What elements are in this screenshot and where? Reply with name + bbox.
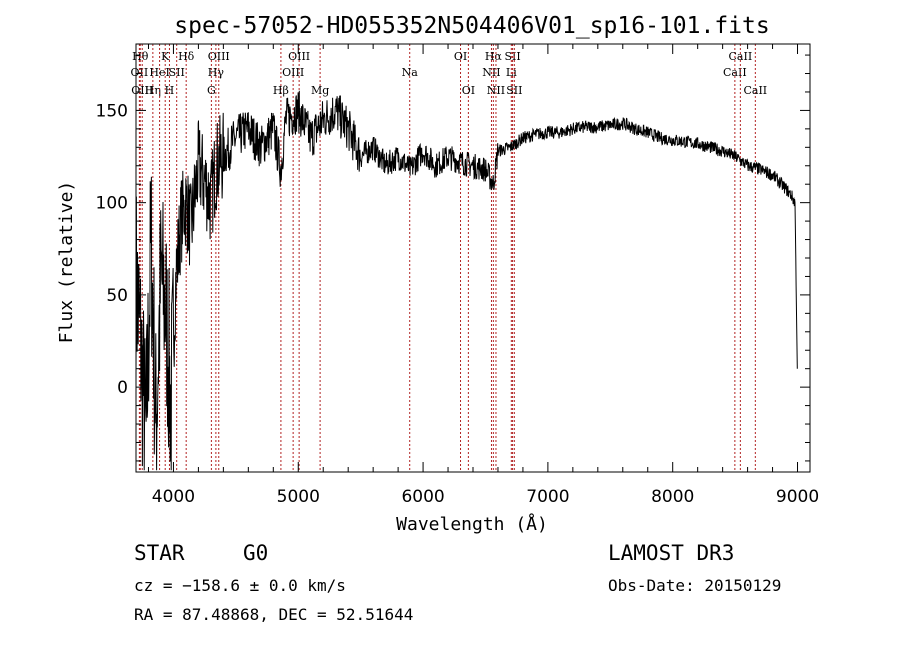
observation-date: Obs-Date: 20150129 — [608, 576, 782, 595]
line-marker-label: SII — [169, 66, 185, 79]
subclass: G0 — [243, 541, 269, 565]
line-marker-label: Hβ — [273, 84, 289, 97]
line-marker-label: NII — [482, 66, 500, 79]
redshift-velocity: cz = −158.6 ± 0.0 km/s — [134, 576, 346, 595]
chart-title: spec-57052-HD055352N504406V01_sp16-101.f… — [174, 13, 769, 39]
line-marker-label: OIII — [282, 66, 304, 79]
spectrum-line — [135, 90, 798, 471]
line-marker-label: OIII — [131, 84, 153, 97]
spectrum-series — [135, 90, 798, 471]
line-marker-label: NII — [487, 84, 505, 97]
line-marker-label: OIII — [208, 50, 230, 63]
line-marker-label: HeI — [149, 66, 169, 79]
line-marker-label: Hη — [145, 84, 161, 97]
plot-frame — [135, 43, 811, 473]
line-marker-label: Li — [506, 66, 517, 79]
line-marker-label: CaII — [729, 50, 753, 63]
line-marker-label: H — [165, 84, 175, 97]
line-marker-label: OII — [131, 66, 149, 79]
line-marker-label: OI — [462, 84, 475, 97]
y-axis: 0 50 100 150 — [96, 54, 810, 462]
line-marker-label: OI — [454, 50, 467, 63]
line-marker-label: SII — [504, 50, 520, 63]
line-marker-label: Hγ — [208, 66, 225, 79]
y-tick-label: 50 — [106, 286, 128, 306]
line-marker-label: OIII — [288, 50, 310, 63]
line-marker-label: CaII — [723, 66, 747, 79]
line-marker-label: Hδ — [178, 50, 195, 63]
x-tick-label: 6000 — [401, 487, 444, 507]
line-marker-label: G — [207, 84, 216, 97]
survey-name: LAMOST DR3 — [608, 541, 735, 565]
x-tick-label: 4000 — [152, 487, 195, 507]
y-axis-label: Flux (relative) — [56, 181, 77, 344]
line-marker-label: CaII — [743, 84, 767, 97]
y-tick-label: 100 — [96, 194, 128, 214]
x-axis-label: Wavelength (Å) — [396, 513, 548, 535]
line-marker-label: Mg — [311, 84, 329, 97]
object-type: STAR — [134, 541, 185, 565]
x-axis: 4000 5000 6000 7000 8000 9000 — [147, 44, 819, 507]
x-tick-label: 9000 — [776, 487, 819, 507]
x-tick-label: 5000 — [277, 487, 320, 507]
line-marker-label: K — [161, 50, 170, 63]
line-marker-label: Hθ — [132, 50, 149, 63]
x-tick-label: 7000 — [526, 487, 569, 507]
y-tick-label: 150 — [96, 101, 128, 121]
y-tick-label: 0 — [117, 378, 128, 398]
coordinates: RA = 87.48868, DEC = 52.51644 — [134, 605, 414, 624]
line-marker-label: Na — [402, 66, 419, 79]
line-marker-label: Hα — [485, 50, 503, 63]
line-marker-label: SII — [506, 84, 522, 97]
x-tick-label: 8000 — [651, 487, 694, 507]
